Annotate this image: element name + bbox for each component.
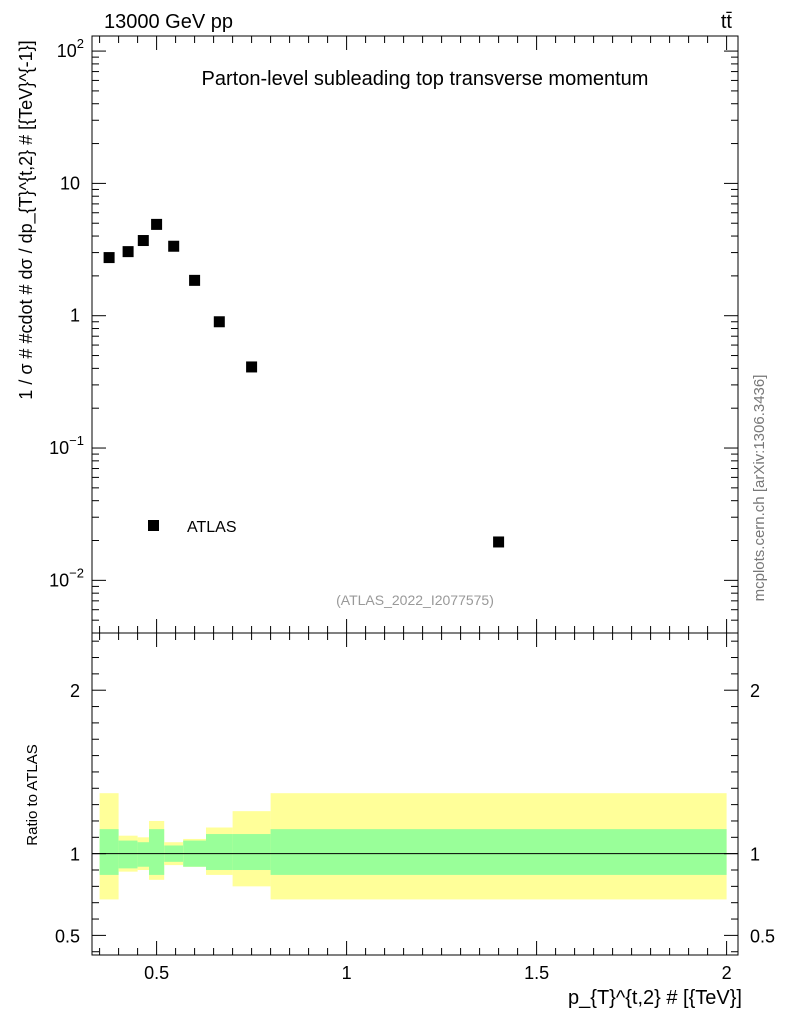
data-point — [493, 536, 505, 548]
data-point — [151, 218, 163, 230]
ratio-y-axis: 0.5 0.5 1 1 2 2 — [55, 640, 775, 953]
ratio-y-tick-label: 2 — [70, 681, 80, 701]
ratio-bands — [99, 793, 727, 900]
inner-band — [206, 834, 233, 871]
process-label: tt̄ — [721, 11, 733, 33]
data-point — [103, 252, 115, 264]
analysis-id: (ATLAS_2022_I2077575) — [336, 592, 494, 608]
legend-label: ATLAS — [187, 519, 237, 536]
x-axis-label: p_{T}^{t,2} # [{TeV}] — [568, 987, 742, 1009]
y-tick-label: 102 — [57, 36, 84, 61]
x-tick-label: 2 — [722, 963, 732, 983]
ratio-y-tick-label-right: 0.5 — [750, 926, 775, 946]
x-tick-label: 1 — [342, 963, 352, 983]
ratio-y-axis-label: Ratio to ATLAS — [24, 744, 41, 845]
main-y-axis: 10−2 10−1 1 10 102 — [49, 36, 738, 634]
inner-band — [137, 842, 149, 867]
ratio-y-tick-label: 1 — [70, 845, 80, 865]
x-tick-label: 1.5 — [524, 963, 549, 983]
data-point — [213, 316, 225, 328]
ratio-y-tick-label-right: 2 — [750, 681, 760, 701]
data-point — [168, 240, 180, 252]
inner-band — [232, 834, 271, 871]
data-point — [137, 235, 149, 247]
ratio-y-tick-label: 0.5 — [55, 926, 80, 946]
main-frame — [91, 35, 739, 634]
main-x-axis — [99, 36, 728, 633]
y-tick-label: 10 — [60, 173, 80, 193]
ratio-frame — [91, 632, 739, 956]
data-points — [103, 218, 505, 548]
inner-band — [149, 829, 165, 875]
y-tick-label: 10−1 — [49, 433, 84, 458]
ratio-x-axis: 0.5 1 1.5 2 — [99, 633, 732, 983]
data-point — [122, 246, 134, 258]
ratio-y-tick-label-right: 1 — [750, 845, 760, 865]
legend: ATLAS — [148, 519, 237, 536]
side-credit: mcplots.cern.ch [arXiv:1306.3436] — [751, 375, 768, 602]
energy-label: 13000 GeV pp — [104, 11, 233, 33]
inner-band — [118, 840, 138, 869]
plot-title: Parton-level subleading top transverse m… — [202, 68, 649, 90]
data-point — [189, 274, 201, 286]
y-tick-label: 1 — [70, 306, 80, 326]
inner-band — [270, 829, 727, 875]
legend-marker — [148, 520, 159, 531]
y-tick-label: 10−2 — [49, 565, 84, 590]
inner-band — [99, 829, 119, 875]
main-y-axis-label: 1 / σ # #cdot # dσ / dp_{T}^{t,2} # [{Te… — [16, 40, 37, 399]
ratio-panel: 0.5 0.5 1 1 2 2 0.5 1 1.5 2 — [55, 632, 775, 983]
x-tick-label: 0.5 — [144, 963, 169, 983]
main-panel: Parton-level subleading top transverse m… — [49, 35, 739, 634]
data-point — [246, 361, 258, 373]
